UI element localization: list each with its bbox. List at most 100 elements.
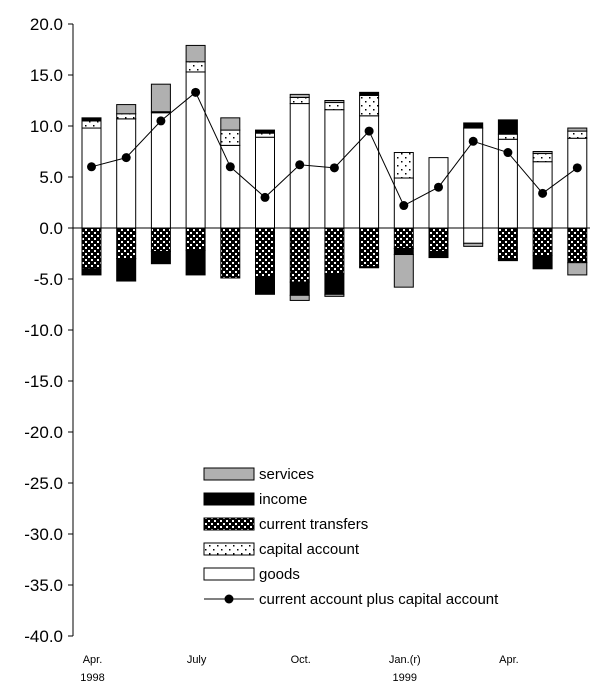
bar-services — [393, 254, 414, 288]
y-tick-label: 10.0 — [30, 117, 63, 136]
bar-income — [428, 250, 449, 259]
line-point — [225, 162, 235, 172]
x-tick-label-year: 1998 — [80, 672, 104, 684]
line-point — [260, 192, 270, 202]
bar-capital — [359, 94, 380, 117]
bar-services — [567, 127, 588, 132]
line-point — [572, 163, 582, 173]
line-point — [121, 153, 131, 163]
y-tick-label: -30.0 — [24, 525, 63, 544]
bar-transfers — [497, 227, 518, 260]
bar-capital — [497, 133, 518, 140]
bar-services — [185, 44, 206, 63]
legend-label-line: current account plus capital account — [259, 591, 499, 608]
bar-goods — [463, 227, 484, 244]
y-tick-label: -5.0 — [34, 270, 63, 289]
line-point — [191, 87, 201, 97]
bar-goods — [150, 112, 171, 229]
bar-transfers — [428, 227, 449, 252]
line-point — [329, 163, 339, 173]
x-tick-label: July — [187, 654, 207, 666]
x-tick-label: Apr. — [499, 654, 519, 666]
bar-services — [324, 293, 345, 297]
bar-goods — [220, 144, 241, 229]
bar-goods — [428, 157, 449, 229]
line-point — [434, 182, 443, 192]
bars — [81, 44, 588, 301]
bar-transfers — [255, 227, 275, 278]
bar-transfers — [150, 227, 171, 252]
bar-transfers — [185, 227, 206, 251]
bar-income — [150, 250, 171, 265]
x-tick-label-year: 1999 — [393, 672, 417, 684]
bar-capital — [532, 153, 553, 163]
bar-capital — [81, 120, 102, 129]
legend-swatch-services — [203, 467, 255, 481]
bar-transfers — [567, 227, 588, 264]
bar-income — [81, 268, 102, 276]
legend: services income current transfers capital a… — [203, 466, 499, 608]
bar-transfers — [116, 227, 137, 260]
bar-transfers — [324, 227, 345, 275]
y-tick-label: -40.0 — [24, 627, 63, 646]
legend-label-income: income — [259, 491, 307, 508]
bar-goods — [567, 137, 588, 229]
bar-income — [324, 273, 345, 295]
x-axis-labels: Apr. 1998 July Oct. Jan.(r) 1999 Apr. — [80, 654, 518, 684]
line-point — [399, 201, 409, 211]
bar-income — [185, 249, 206, 276]
bar-transfers — [532, 227, 553, 257]
bar-goods — [255, 136, 275, 229]
bar-capital — [116, 113, 137, 120]
legend-label-services: services — [259, 466, 314, 483]
y-tick-label: -20.0 — [24, 423, 63, 442]
line-point — [503, 148, 513, 158]
line-point — [156, 116, 166, 126]
bar-capital — [393, 152, 414, 179]
bar-income — [463, 122, 484, 129]
bar-income — [255, 129, 275, 134]
y-tick-label: 5.0 — [39, 168, 63, 187]
bar-transfers — [81, 227, 102, 270]
bar-capital — [255, 132, 275, 138]
bar-transfers — [289, 227, 310, 283]
legend-swatch-income — [203, 492, 255, 506]
y-tick-label: -10.0 — [24, 321, 63, 340]
legend-marker-line — [224, 594, 234, 604]
x-tick-label: Apr. — [83, 654, 103, 666]
bar-income — [497, 258, 518, 262]
line-point — [538, 188, 548, 198]
bar-income — [359, 266, 380, 269]
legend-label-capital: capital account — [259, 541, 360, 558]
bar-services — [567, 262, 588, 276]
legend-swatch-transfers — [203, 517, 255, 531]
y-tick-label: 15.0 — [30, 66, 63, 85]
legend-swatch-capital — [203, 542, 255, 556]
bar-income — [532, 255, 553, 270]
bar-income — [359, 91, 380, 96]
bar-transfers — [359, 227, 380, 268]
bar-income — [497, 119, 518, 135]
bar-services — [289, 93, 310, 98]
legend-label-transfers: current transfers — [259, 516, 368, 533]
bar-services — [324, 100, 345, 104]
x-tick-label: Oct. — [291, 654, 311, 666]
bar-services — [463, 242, 484, 247]
bar-services — [532, 151, 553, 155]
y-tick-label: 20.0 — [30, 15, 63, 34]
bar-services — [289, 294, 310, 301]
line-point — [295, 160, 305, 170]
bar-services — [150, 83, 171, 113]
bar-services — [220, 117, 241, 131]
bar-income — [116, 258, 137, 282]
bar-goods — [81, 127, 102, 229]
legend-label-goods: goods — [259, 566, 300, 583]
bar-transfers — [220, 227, 241, 279]
legend-swatch-goods — [203, 567, 255, 581]
y-axis: 20.0 15.0 10.0 5.0 0.0 -5.0 -10.0 -15.0 -20.0 -25… — [24, 15, 590, 646]
bar-capital — [567, 130, 588, 139]
bar-income — [255, 276, 275, 295]
line-point — [468, 136, 478, 146]
bar-services — [116, 104, 137, 115]
